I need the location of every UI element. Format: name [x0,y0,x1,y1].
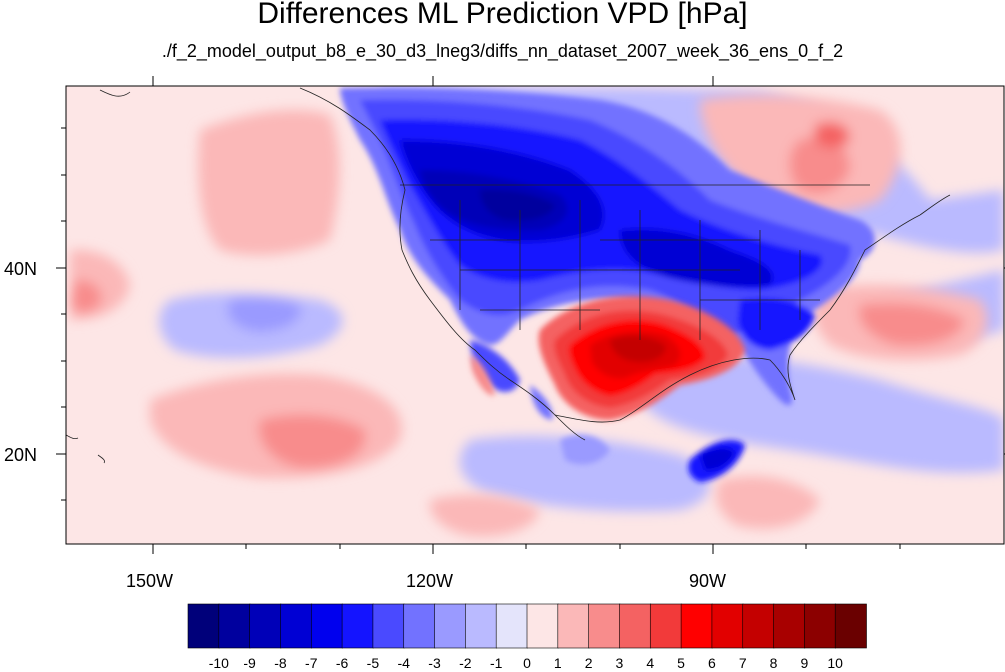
colorbar-swatch [557,603,590,649]
figure-title: Differences ML Prediction VPD [hPa] [257,0,748,30]
caribbean-negative [560,434,745,482]
map-frame [56,76,1005,554]
colorbar-label: -10 [208,655,229,671]
lon-label-120w: 120W [406,571,454,591]
colorbar-swatch [341,603,374,649]
colorbar-swatch [218,603,251,649]
lat-label-20n: 20N [4,445,38,465]
colorbar-label: 4 [646,655,655,671]
colorbar-label: 0 [523,655,531,671]
colorbar-label: 2 [584,655,593,671]
colorbar-swatch [403,603,436,649]
vpd-difference-field [66,86,1004,544]
negative-vpd-region [340,87,875,420]
colorbar-label: 3 [615,655,624,671]
positive-vpd-region [470,296,745,420]
colorbar-swatch [187,603,220,649]
colorbar-swatch [372,603,405,649]
colorbar-label: 1 [553,655,562,671]
colorbar-label: 8 [769,655,778,671]
colorbar-label: -1 [489,655,503,671]
colorbar-label: -7 [305,655,318,671]
figure-subtitle: ./f_2_model_output_b8_e_30_d3_lneg3/diff… [161,41,844,61]
colorbar-swatch [804,603,836,649]
colorbar-swatch [465,603,497,649]
colorbar-label: 5 [677,655,685,671]
coastlines-and-borders [66,87,951,464]
colorbar-swatch [834,603,867,649]
colorbar-swatch [619,603,652,649]
colorbar-label: 9 [800,655,809,671]
colorbar-label: -5 [366,655,380,671]
colorbar-swatch [249,603,282,649]
colorbar-swatch [773,603,806,649]
colorbar-swatch [280,603,313,649]
lon-label-90w: 90W [689,571,727,591]
colorbar [187,603,867,649]
colorbar-swatch [495,603,528,649]
colorbar-label: -4 [397,655,410,671]
colorbar-swatch [742,603,775,649]
colorbar-swatch [588,603,621,649]
colorbar-swatch [526,603,559,649]
colorbar-swatch [310,603,343,649]
colorbar-label: 7 [738,655,747,671]
colorbar-label: 6 [708,655,716,671]
lon-label-150w: 150W [126,571,174,591]
colorbar-label: -3 [428,655,441,671]
colorbar-swatch [434,603,467,649]
colorbar-label: 10 [827,655,843,671]
colorbar-label: -9 [243,655,256,671]
colorbar-swatch [649,603,682,649]
colorbar-label: -2 [459,655,472,671]
lat-label-40n: 40N [4,259,38,279]
colorbar-swatch [711,603,744,649]
colorbar-label: -6 [335,655,349,671]
colorbar-swatch [680,603,713,649]
colorbar-label: -8 [274,655,287,671]
